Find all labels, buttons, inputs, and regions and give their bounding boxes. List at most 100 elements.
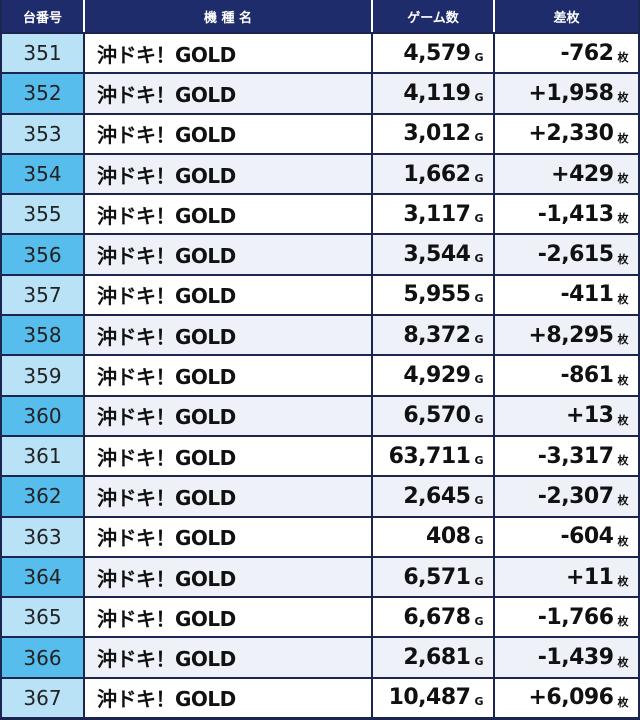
games-unit: G: [474, 534, 483, 548]
diff-unit: 枚: [617, 292, 629, 306]
diff-value: +1,958: [528, 80, 614, 106]
model-name-cell: 沖ドキ！GOLD: [85, 517, 373, 556]
model-name-cell: 沖ドキ！GOLD: [85, 235, 373, 274]
diff-value: -3,317: [537, 443, 614, 469]
games-cell: 2,645 G: [373, 477, 495, 516]
table-row: 363 沖ドキ！GOLD 408 G -604 枚: [2, 515, 638, 556]
machine-no-cell: 357: [2, 275, 85, 315]
games-cell: 4,579 G: [373, 34, 495, 73]
games-cell: 6,570 G: [373, 396, 495, 435]
diff-unit: 枚: [617, 91, 629, 105]
diff-value: -1,439: [537, 645, 614, 671]
games-cell: 408 G: [373, 517, 495, 556]
machine-no-cell: 354: [2, 154, 85, 194]
games-value: 6,571: [403, 564, 471, 590]
games-value: 2,681: [403, 645, 471, 671]
model-name-cell: 沖ドキ！GOLD: [85, 678, 373, 718]
table-row: 359 沖ドキ！GOLD 4,929 G -861 枚: [2, 354, 638, 395]
games-unit: G: [474, 332, 483, 346]
diff-value: -1,766: [537, 604, 614, 630]
model-name-cell: 沖ドキ！GOLD: [85, 154, 373, 194]
diff-value: -604: [560, 524, 614, 550]
diff-cell: -762 枚: [495, 34, 638, 73]
header-games: ゲーム数: [373, 0, 495, 32]
table-row: 356 沖ドキ！GOLD 3,544 G -2,615 枚: [2, 233, 638, 274]
diff-value: -861: [560, 363, 614, 389]
games-cell: 3,012 G: [373, 114, 495, 153]
diff-unit: 枚: [617, 534, 629, 548]
diff-cell: +2,330 枚: [495, 114, 638, 153]
header-machine-no: 台番号: [2, 0, 85, 32]
table-row: 367 沖ドキ！GOLD 10,487 G +6,096 枚: [2, 676, 638, 718]
machine-no-cell: 367: [2, 678, 85, 718]
games-value: 4,119: [403, 80, 471, 106]
games-value: 10,487: [388, 685, 471, 711]
model-name-cell: 沖ドキ！GOLD: [85, 557, 373, 597]
model-name-cell: 沖ドキ！GOLD: [85, 598, 373, 637]
machine-no-cell: 359: [2, 356, 85, 395]
model-name-cell: 沖ドキ！GOLD: [85, 34, 373, 73]
games-value: 63,711: [388, 443, 471, 469]
games-unit: G: [474, 292, 483, 306]
diff-cell: -3,317 枚: [495, 436, 638, 476]
machine-no-cell: 362: [2, 477, 85, 516]
machine-no-cell: 365: [2, 598, 85, 637]
games-unit: G: [474, 131, 483, 145]
diff-cell: -2,615 枚: [495, 235, 638, 274]
games-unit: G: [474, 373, 483, 387]
table-header: 台番号 機 種 名 ゲーム数 差枚: [2, 0, 638, 32]
games-unit: G: [474, 171, 483, 185]
games-unit: G: [474, 614, 483, 628]
games-cell: 3,117 G: [373, 195, 495, 234]
diff-cell: +13 枚: [495, 396, 638, 435]
diff-unit: 枚: [617, 212, 629, 226]
model-name-cell: 沖ドキ！GOLD: [85, 356, 373, 395]
machine-no-cell: 356: [2, 235, 85, 274]
games-cell: 5,955 G: [373, 275, 495, 315]
games-unit: G: [474, 655, 483, 669]
games-value: 1,662: [403, 161, 471, 187]
model-name-cell: 沖ドキ！GOLD: [85, 195, 373, 234]
games-unit: G: [474, 695, 483, 709]
games-cell: 6,571 G: [373, 557, 495, 597]
games-cell: 63,711 G: [373, 436, 495, 476]
table-row: 351 沖ドキ！GOLD 4,579 G -762 枚: [2, 32, 638, 73]
table-row: 360 沖ドキ！GOLD 6,570 G +13 枚: [2, 394, 638, 435]
diff-cell: -2,307 枚: [495, 477, 638, 516]
diff-value: +8,295: [528, 322, 614, 348]
model-name-cell: 沖ドキ！GOLD: [85, 114, 373, 153]
diff-cell: -861 枚: [495, 356, 638, 395]
table-row: 353 沖ドキ！GOLD 3,012 G +2,330 枚: [2, 112, 638, 153]
games-value: 408: [426, 524, 471, 550]
table-row: 352 沖ドキ！GOLD 4,119 G +1,958 枚: [2, 72, 638, 113]
table-row: 361 沖ドキ！GOLD 63,711 G -3,317 枚: [2, 434, 638, 476]
games-unit: G: [474, 50, 483, 64]
games-cell: 2,681 G: [373, 638, 495, 677]
games-unit: G: [474, 211, 483, 225]
machine-no-cell: 351: [2, 34, 85, 73]
diff-value: +429: [551, 161, 614, 187]
diff-cell: -411 枚: [495, 275, 638, 315]
games-value: 5,955: [403, 282, 471, 308]
games-value: 4,929: [403, 363, 471, 389]
games-value: 3,117: [403, 201, 471, 227]
diff-unit: 枚: [617, 655, 629, 669]
diff-unit: 枚: [617, 252, 629, 266]
table-row: 357 沖ドキ！GOLD 5,955 G -411 枚: [2, 273, 638, 315]
model-name-cell: 沖ドキ！GOLD: [85, 436, 373, 476]
diff-value: +2,330: [528, 121, 614, 147]
games-cell: 8,372 G: [373, 316, 495, 355]
machine-no-cell: 360: [2, 396, 85, 435]
model-name-cell: 沖ドキ！GOLD: [85, 316, 373, 355]
diff-value: -1,413: [537, 201, 614, 227]
diff-unit: 枚: [617, 575, 629, 588]
diff-cell: +1,958 枚: [495, 74, 638, 113]
diff-cell: -604 枚: [495, 517, 638, 556]
games-unit: G: [474, 493, 483, 507]
diff-unit: 枚: [617, 51, 629, 65]
diff-unit: 枚: [617, 373, 629, 387]
machine-no-cell: 353: [2, 114, 85, 153]
machine-no-cell: 355: [2, 195, 85, 234]
table-row: 355 沖ドキ！GOLD 3,117 G -1,413 枚: [2, 193, 638, 234]
